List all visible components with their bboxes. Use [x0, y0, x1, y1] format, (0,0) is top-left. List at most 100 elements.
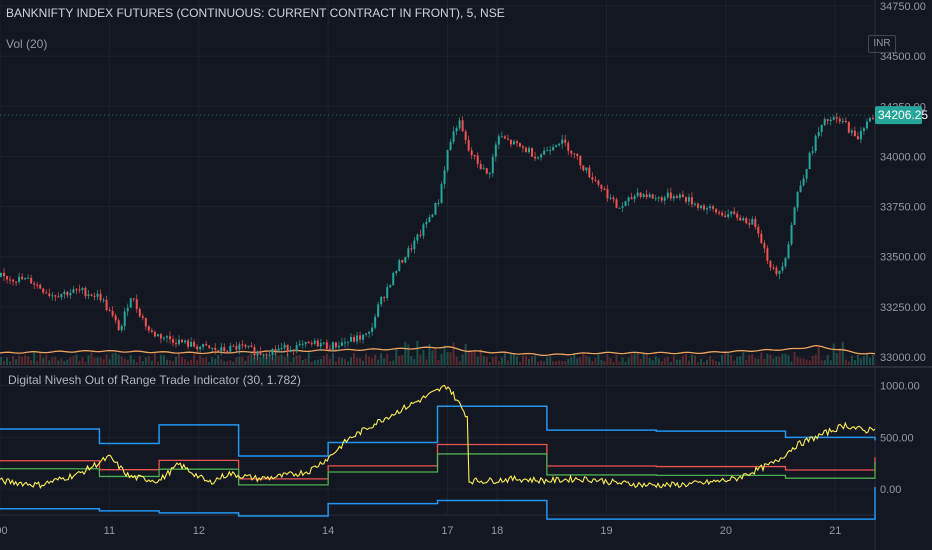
volume-bar — [214, 358, 217, 365]
candle-body — [298, 343, 301, 346]
candle-body — [42, 288, 45, 293]
volume-bar — [757, 358, 760, 365]
candle-body — [748, 223, 751, 225]
volume-bar — [576, 358, 579, 365]
volume-bar — [534, 355, 537, 365]
candle-body — [120, 326, 123, 331]
volume-bar — [277, 355, 280, 365]
volume-bar — [449, 352, 452, 365]
volume-bar — [847, 361, 850, 365]
candle-body — [452, 131, 455, 142]
volume-bar — [742, 352, 745, 365]
volume-bar — [724, 352, 727, 365]
volume-bar — [564, 360, 567, 365]
candle-body — [304, 341, 307, 344]
volume-bar — [515, 356, 518, 365]
volume-bar — [33, 352, 36, 365]
volume-bar — [558, 360, 561, 365]
candle-body — [603, 188, 606, 190]
volume-bar — [129, 355, 132, 365]
candle-body — [582, 165, 585, 171]
volume-bar — [48, 360, 51, 365]
volume-bar — [156, 361, 159, 365]
candle-body — [615, 199, 618, 208]
time-tick-label: 11 — [104, 525, 115, 537]
candle-body — [132, 298, 135, 300]
volume-bar — [693, 355, 696, 365]
candle-body — [380, 296, 383, 305]
candle-body — [721, 212, 724, 216]
candle-body — [392, 273, 395, 286]
volume-bar — [123, 358, 126, 365]
volume-bar — [72, 355, 75, 365]
volume-bar — [365, 353, 368, 365]
candle-body — [395, 270, 398, 274]
candle-body — [274, 348, 277, 351]
candle-body — [567, 142, 570, 151]
candle-body — [606, 189, 609, 199]
volume-bar — [337, 357, 340, 365]
candle-body — [265, 354, 268, 356]
candle-body — [313, 340, 316, 344]
candle-body — [39, 284, 42, 289]
candle-body — [700, 205, 702, 208]
candle-body — [93, 295, 96, 297]
volume-bar — [190, 359, 193, 365]
candle-body — [117, 320, 120, 331]
candle-body — [645, 194, 648, 198]
volume-bar — [105, 354, 108, 365]
volume-bar — [730, 354, 733, 365]
volume-bar — [805, 359, 808, 365]
volume-bar — [440, 353, 443, 365]
candle-body — [497, 136, 500, 145]
candle-body — [175, 342, 177, 345]
candle-body — [787, 244, 790, 259]
candle-body — [663, 197, 666, 201]
candle-body — [63, 291, 66, 295]
volume-bar — [549, 356, 552, 365]
volume-bar — [588, 357, 591, 365]
volume-bar — [253, 357, 256, 365]
candle-body — [534, 156, 537, 159]
volume-bar — [745, 359, 748, 365]
candle-body — [847, 122, 850, 133]
candle-body — [733, 211, 736, 214]
currency-badge[interactable]: INR — [868, 35, 896, 53]
volume-bar — [199, 355, 202, 365]
volume-bar — [21, 357, 24, 365]
price-tick-label: 34750.00 — [880, 1, 926, 13]
volume-bar — [217, 354, 220, 365]
volume-bar — [150, 360, 153, 365]
volume-bar — [132, 359, 135, 365]
volume-bar — [521, 355, 524, 365]
volume-bar — [66, 359, 69, 365]
candle-body — [301, 343, 304, 345]
candle-body — [856, 136, 859, 140]
volume-bar — [859, 358, 862, 365]
volume-bar — [721, 354, 724, 365]
volume-bar — [642, 352, 645, 365]
volume-bar — [434, 348, 437, 365]
candle-body — [0, 272, 2, 277]
candle-body — [214, 347, 217, 351]
volume-bar — [838, 348, 841, 365]
volume-bar — [594, 357, 597, 365]
volume-bar — [292, 357, 295, 365]
candle-body — [826, 119, 829, 122]
candle-body — [141, 316, 144, 318]
lower-band-line — [0, 487, 876, 520]
candle-body — [54, 295, 57, 297]
candle-body — [129, 298, 132, 308]
volume-bar — [802, 358, 805, 365]
candle-body — [642, 194, 645, 198]
candle-body — [211, 347, 214, 349]
volume-bar — [573, 353, 576, 365]
volume-label: Vol (20) — [6, 37, 48, 51]
candle-body — [247, 345, 250, 347]
candle-body — [220, 347, 223, 352]
candle-body — [636, 192, 639, 196]
candle-body — [754, 218, 757, 227]
candle-body — [268, 354, 271, 356]
volume-bar — [153, 353, 156, 365]
